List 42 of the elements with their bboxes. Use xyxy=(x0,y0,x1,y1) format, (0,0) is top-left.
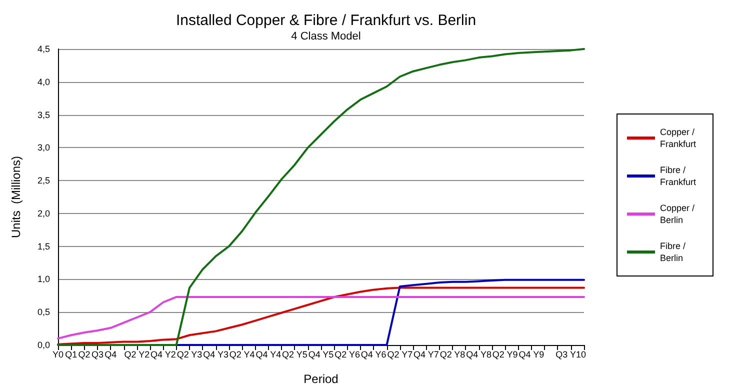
chart-subtitle: 4 Class Model xyxy=(291,30,361,42)
legend-label: Copper / Berlin xyxy=(660,203,698,225)
x-tick-label: Q3 xyxy=(91,350,104,360)
x-tick-label: Q1 xyxy=(65,350,78,360)
y-tick-label: 1,5 xyxy=(37,241,50,252)
y-tick-label: 2,0 xyxy=(37,208,50,218)
x-tick-label: Q4 Y8 xyxy=(466,350,492,360)
line-series xyxy=(175,278,585,346)
x-tick-label: Q2 Y7 xyxy=(387,350,413,360)
x-tick-label: Q4 Y9 xyxy=(518,350,544,360)
y-tick-label: 1,0 xyxy=(37,274,50,284)
x-tick-label: Q2 Y9 xyxy=(492,350,518,360)
x-tick-label: Q4 xyxy=(104,350,117,360)
y-tick-label: 0,0 xyxy=(37,340,50,350)
y-tick-label: 3,0 xyxy=(37,142,50,153)
x-tick-label: Q2 Y2 xyxy=(124,350,150,360)
x-tick-label: Q3 Y10 xyxy=(556,350,586,360)
y-tick-label: 2,5 xyxy=(37,176,50,186)
x-tick-label: Q2 Y6 xyxy=(334,350,360,360)
x-tick-label: Q4 Y2 xyxy=(150,350,176,360)
y-tick-label: 4,5 xyxy=(37,44,50,54)
x-tick-label: Q2 Y5 xyxy=(282,350,308,360)
x-tick-label: Q4 Y3 xyxy=(203,350,228,360)
x-axis-title: Period xyxy=(304,372,338,386)
y-tick-label: 3,5 xyxy=(37,110,50,120)
x-tick-label: Q4 Y4 xyxy=(256,350,282,360)
y-tick-label: 0,5 xyxy=(37,307,50,318)
x-tick-label: Q2 Y4 xyxy=(229,350,255,360)
y-tick-label: 4,0 xyxy=(37,76,50,87)
x-tick-label: Q2 Y3 xyxy=(176,350,202,360)
x-tick-label: Q2 Y8 xyxy=(440,350,466,360)
x-tick-label: Q2 xyxy=(78,350,90,360)
legend-label: Fibre / Frankfurt xyxy=(660,165,697,187)
y-axis-title: Units (Millions) xyxy=(9,156,23,238)
x-tick-label: Y0 xyxy=(52,350,64,360)
x-tick-label: Q4 Y7 xyxy=(414,350,439,360)
line-series xyxy=(57,296,585,340)
chart-title: Installed Copper & Fibre / Frankfurt vs. Berlin xyxy=(176,12,476,29)
legend-label: Copper / Frankfurt xyxy=(660,127,698,149)
x-tick-label: Q4 Y6 xyxy=(360,350,386,360)
legend-label: Fibre / Berlin xyxy=(660,241,688,263)
x-tick-label: Q4 Y5 xyxy=(308,350,334,360)
